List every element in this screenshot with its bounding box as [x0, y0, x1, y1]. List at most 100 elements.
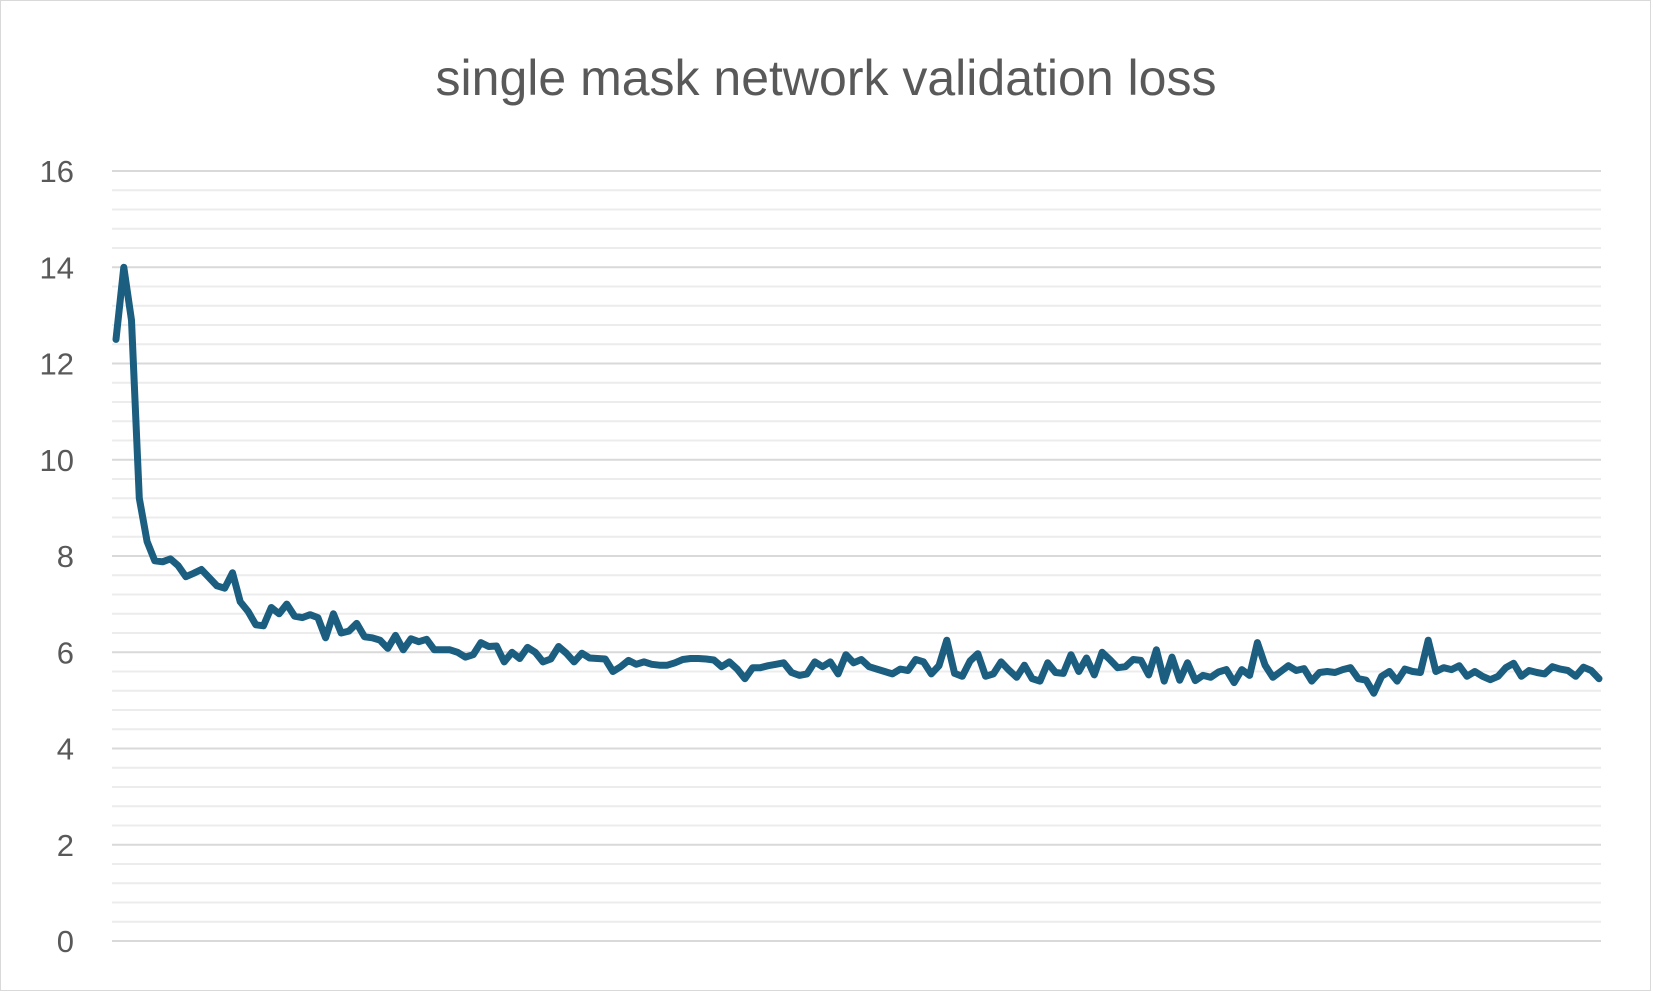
data-point [408, 635, 414, 642]
data-point [1037, 678, 1043, 685]
data-point [1246, 672, 1253, 679]
data-point [540, 658, 546, 665]
data-point [687, 655, 694, 662]
data-point [369, 634, 376, 641]
data-point [1301, 665, 1307, 672]
series-line [112, 263, 1603, 697]
data-point [881, 668, 888, 675]
data-point [1153, 646, 1160, 653]
data-point [1549, 663, 1556, 670]
data-point [1262, 662, 1269, 669]
data-point [796, 672, 803, 679]
data-point [1114, 664, 1121, 671]
data-point [1013, 674, 1020, 681]
data-point [842, 651, 849, 658]
data-point [1557, 666, 1564, 673]
data-point [283, 601, 290, 608]
data-point [532, 649, 539, 656]
data-point [167, 555, 174, 562]
data-point [345, 628, 352, 635]
data-point [1533, 669, 1540, 676]
data-point [967, 657, 974, 664]
data-point [1471, 668, 1478, 675]
data-point [850, 659, 857, 666]
data-point [773, 661, 779, 668]
y-tick-label: 8 [57, 539, 74, 574]
data-point [1308, 678, 1315, 685]
data-point [245, 608, 251, 615]
y-tick-label: 2 [57, 828, 74, 863]
data-point [1029, 675, 1036, 682]
y-tick-label: 6 [57, 635, 74, 670]
data-point [1409, 668, 1416, 675]
data-point [648, 661, 655, 668]
data-point [889, 670, 896, 677]
data-point [314, 614, 321, 621]
data-point [182, 573, 189, 580]
data-point [819, 663, 826, 670]
data-point [268, 604, 275, 611]
data-point [462, 654, 469, 661]
data-point [1541, 670, 1548, 677]
data-point [1099, 649, 1106, 656]
data-point [1068, 651, 1074, 658]
data-point [936, 662, 942, 669]
data-point [252, 621, 259, 628]
data-point [1394, 678, 1401, 685]
data-point [1200, 672, 1206, 679]
data-point [679, 656, 686, 663]
data-point [982, 673, 989, 680]
data-point [1518, 673, 1525, 680]
data-point [415, 638, 422, 645]
data-point [1448, 666, 1455, 673]
data-point [905, 667, 911, 674]
data-point [873, 666, 880, 673]
data-point [1091, 671, 1098, 678]
data-point [1510, 660, 1517, 667]
data-point [555, 643, 562, 650]
data-point [213, 582, 220, 589]
data-point [943, 637, 950, 644]
data-point [1479, 673, 1486, 680]
data-point [206, 574, 213, 581]
data-point [726, 658, 733, 665]
data-point [454, 649, 461, 656]
y-tick-label: 16 [40, 154, 74, 189]
data-point [446, 646, 453, 653]
data-point [1044, 659, 1051, 666]
data-point [1075, 668, 1082, 675]
data-point [1456, 662, 1463, 669]
data-point [144, 538, 151, 545]
y-axis-tick-labels: 0 2 4 6 8 10 12 14 16 [40, 154, 74, 959]
data-point [594, 655, 601, 662]
data-point [477, 639, 484, 646]
major-gridlines [112, 170, 1601, 942]
data-point [928, 670, 935, 677]
data-point [897, 666, 904, 673]
data-point [990, 670, 997, 677]
data-point [1215, 669, 1222, 675]
data-point [291, 613, 298, 620]
data-point [400, 646, 407, 653]
y-tick-label: 4 [57, 732, 74, 767]
data-point [516, 655, 523, 662]
data-point [609, 668, 616, 675]
data-point [377, 637, 383, 644]
data-point [299, 614, 306, 621]
data-point [703, 656, 710, 662]
data-point [734, 666, 741, 673]
data-point [672, 659, 678, 666]
data-point [998, 658, 1005, 665]
data-point [625, 657, 632, 664]
data-point [1370, 690, 1377, 697]
data-point [811, 658, 818, 665]
data-point [1502, 664, 1509, 671]
data-point [1192, 677, 1199, 684]
data-point [1378, 673, 1385, 680]
data-point [718, 663, 725, 670]
data-point [858, 656, 865, 663]
data-point [1083, 655, 1090, 661]
data-point [485, 643, 492, 650]
data-point [1005, 667, 1012, 674]
